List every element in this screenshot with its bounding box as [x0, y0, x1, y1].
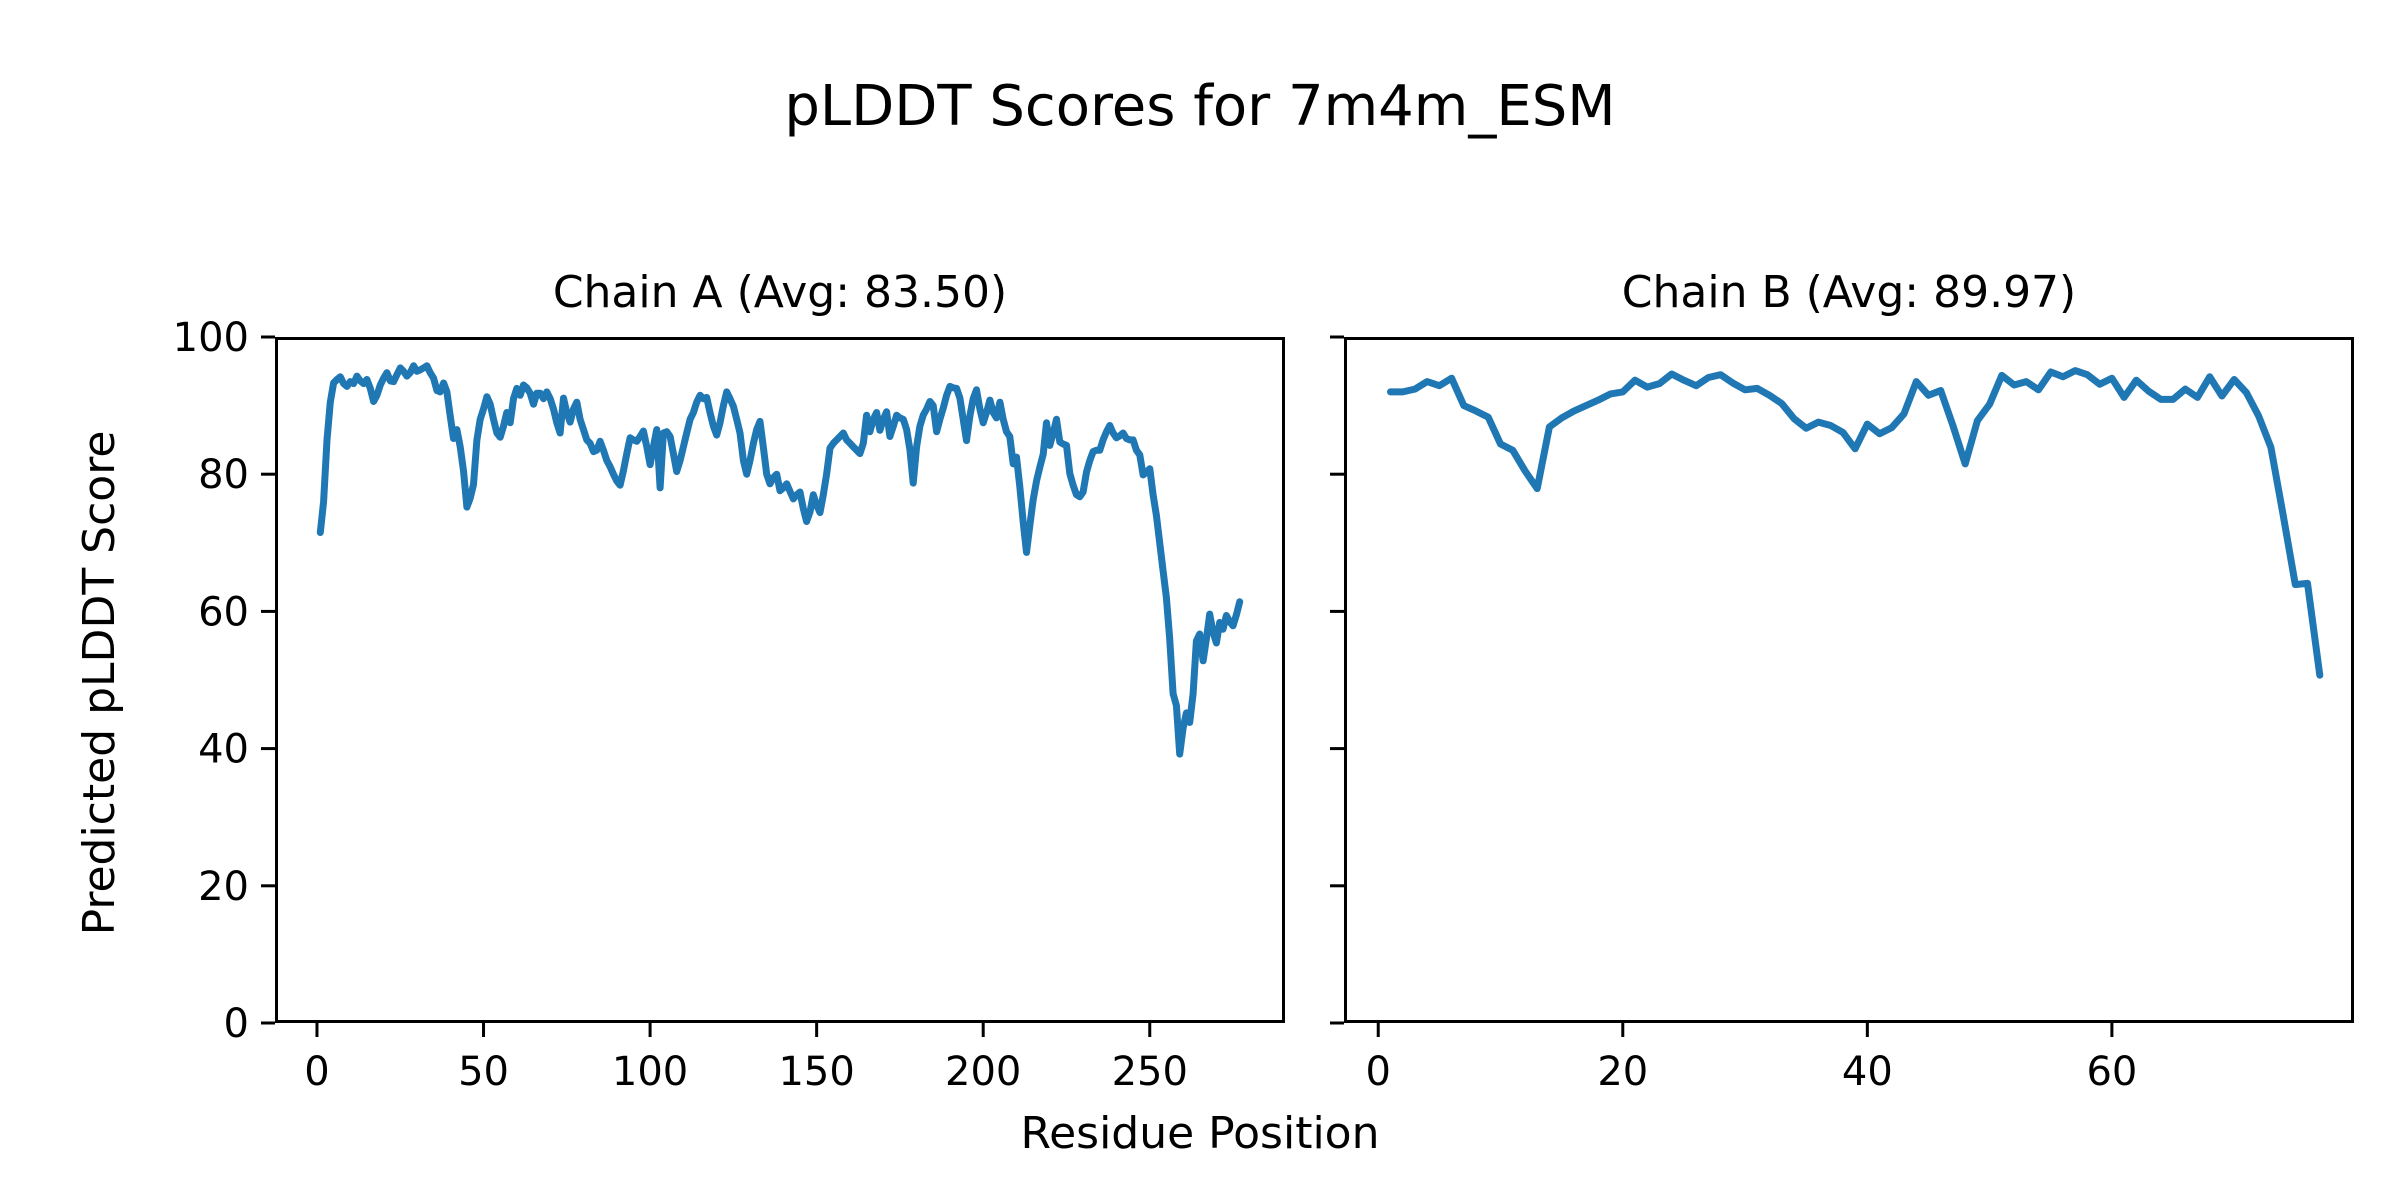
- y-axis-label: Predicted pLDDT Score: [74, 430, 125, 936]
- axes-spines: [275, 337, 1285, 1023]
- x-tick-label: 50: [458, 1049, 509, 1095]
- x-tick-label: 250: [1112, 1049, 1188, 1095]
- chain-a-plot: 0 50 100 150 200 250 0 20 40 60 80 100: [173, 315, 1285, 1095]
- x-tick-label: 200: [945, 1049, 1021, 1095]
- x-tick-label: 150: [778, 1049, 854, 1095]
- subplot-chain-b: Chain B (Avg: 89.97) 0 20 40 60: [1330, 267, 2354, 1095]
- y-tick-label: 0: [224, 1001, 249, 1047]
- plddt-line-chain-b: [1387, 367, 2324, 679]
- y-tick-label: 60: [198, 589, 249, 635]
- x-tick-label: 20: [1597, 1049, 1648, 1095]
- x-axis-label: Residue Position: [1020, 1108, 1380, 1159]
- x-tick-label: 0: [304, 1049, 329, 1095]
- chain-b-title: Chain B (Avg: 89.97): [1621, 267, 2077, 318]
- x-tick-label: 0: [1366, 1049, 1391, 1095]
- figure-title: pLDDT Scores for 7m4m_ESM: [784, 74, 1616, 139]
- axes-spines: [1344, 337, 2354, 1023]
- chain-b-plot: 0 20 40 60: [1330, 335, 2354, 1095]
- y-tick-label: 80: [198, 452, 249, 498]
- x-tick-label: 60: [2086, 1049, 2137, 1095]
- subplot-chain-a: Chain A (Avg: 83.50) 0 50 100 150 200 250 0 20 4…: [173, 267, 1285, 1095]
- y-tick-label: 20: [198, 864, 249, 910]
- chain-a-title: Chain A (Avg: 83.50): [552, 267, 1008, 318]
- y-tick-label: 100: [173, 315, 249, 361]
- x-tick-label: 100: [612, 1049, 688, 1095]
- x-tick-label: 40: [1842, 1049, 1893, 1095]
- plddt-line-chain-a: [316, 362, 1244, 758]
- y-tick-label: 40: [198, 727, 249, 773]
